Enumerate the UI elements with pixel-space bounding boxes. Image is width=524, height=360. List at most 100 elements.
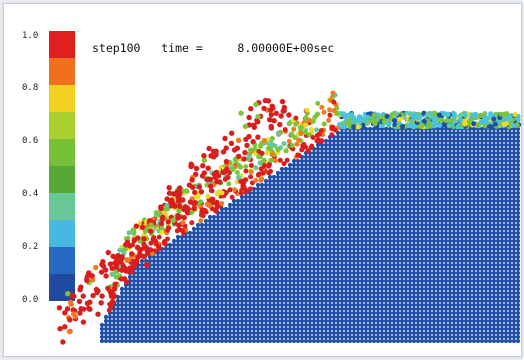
- bulk-particle: [423, 190, 429, 196]
- bulk-particle: [311, 154, 317, 160]
- bulk-particle: [315, 302, 321, 308]
- bulk-particle: [403, 206, 409, 212]
- bulk-particle: [403, 270, 409, 276]
- bulk-particle: [311, 262, 317, 268]
- bulk-particle: [439, 198, 445, 204]
- surface-particle: [392, 122, 398, 128]
- bulk-particle: [207, 274, 213, 280]
- bulk-particle: [411, 162, 417, 168]
- bulk-particle: [467, 290, 473, 296]
- bulk-particle: [371, 190, 377, 196]
- bulk-particle: [295, 218, 301, 224]
- bulk-particle: [307, 186, 313, 192]
- bulk-particle: [407, 294, 413, 300]
- bulk-particle: [307, 230, 313, 236]
- bulk-particle: [511, 242, 517, 248]
- bulk-particle: [471, 250, 477, 256]
- bulk-particle: [343, 182, 349, 188]
- bulk-particle: [199, 302, 205, 308]
- bulk-particle: [331, 170, 337, 176]
- bulk-particle: [503, 226, 509, 232]
- bulk-particle: [323, 138, 329, 144]
- bulk-particle: [147, 314, 153, 320]
- bulk-particle: [471, 290, 477, 296]
- bulk-particle: [339, 242, 345, 248]
- bulk-particle: [215, 270, 221, 276]
- bulk-particle: [151, 274, 157, 280]
- bulk-particle: [451, 138, 457, 144]
- bulk-particle: [451, 254, 457, 260]
- bulk-particle: [203, 282, 209, 288]
- bulk-particle: [463, 210, 469, 216]
- bulk-particle: [499, 138, 505, 144]
- bulk-particle: [483, 294, 489, 300]
- bulk-particle: [211, 226, 217, 232]
- bulk-particle: [395, 202, 401, 208]
- bulk-particle: [299, 162, 305, 168]
- bulk-particle: [395, 142, 401, 148]
- bulk-particle: [359, 338, 365, 344]
- bulk-particle: [491, 246, 497, 252]
- bulk-particle: [359, 170, 365, 176]
- bulk-particle: [143, 298, 149, 304]
- bulk-particle: [331, 190, 337, 196]
- bulk-particle: [207, 310, 213, 316]
- bulk-particle: [483, 218, 489, 224]
- bulk-particle: [319, 238, 325, 244]
- bulk-particle: [355, 178, 361, 184]
- bulk-particle: [507, 222, 513, 228]
- bulk-particle: [439, 278, 445, 284]
- bulk-particle: [235, 226, 241, 232]
- bulk-particle: [319, 306, 325, 312]
- bulk-particle: [343, 214, 349, 220]
- bulk-particle: [103, 314, 109, 320]
- bulk-particle: [459, 130, 465, 136]
- bulk-particle: [299, 194, 305, 200]
- bulk-particle: [475, 294, 481, 300]
- bulk-particle: [491, 294, 497, 300]
- bulk-particle: [455, 190, 461, 196]
- bulk-particle: [475, 174, 481, 180]
- bulk-particle: [371, 162, 377, 168]
- bulk-particle: [311, 326, 317, 332]
- bulk-particle: [311, 186, 317, 192]
- bulk-particle: [303, 198, 309, 204]
- bulk-particle: [403, 314, 409, 320]
- bulk-particle: [431, 246, 437, 252]
- bulk-particle: [327, 270, 333, 276]
- bulk-particle: [327, 190, 333, 196]
- bulk-particle: [403, 202, 409, 208]
- bulk-particle: [463, 338, 469, 344]
- bulk-particle: [339, 226, 345, 232]
- bulk-particle: [427, 130, 433, 136]
- bulk-particle: [215, 338, 221, 344]
- bulk-particle: [351, 290, 357, 296]
- bulk-particle: [283, 170, 289, 176]
- bulk-particle: [443, 138, 449, 144]
- bulk-particle: [451, 310, 457, 316]
- bulk-particle: [415, 138, 421, 144]
- bulk-particle: [419, 242, 425, 248]
- bulk-particle: [111, 338, 117, 344]
- bulk-particle: [363, 218, 369, 224]
- bulk-particle: [355, 326, 361, 332]
- bulk-particle: [267, 322, 273, 328]
- bulk-particle: [207, 234, 213, 240]
- bulk-particle: [179, 238, 185, 244]
- bulk-particle: [375, 330, 381, 336]
- bulk-particle: [447, 186, 453, 192]
- bulk-particle: [483, 170, 489, 176]
- bulk-particle: [291, 266, 297, 272]
- bulk-particle: [439, 154, 445, 160]
- bulk-particle: [139, 330, 145, 336]
- bulk-particle: [423, 194, 429, 200]
- bulk-particle: [271, 314, 277, 320]
- bulk-particle: [295, 238, 301, 244]
- bulk-particle: [427, 206, 433, 212]
- bulk-particle: [491, 298, 497, 304]
- bulk-particle: [431, 298, 437, 304]
- bulk-particle: [303, 234, 309, 240]
- bulk-particle: [195, 326, 201, 332]
- bulk-particle: [383, 302, 389, 308]
- bulk-particle: [447, 258, 453, 264]
